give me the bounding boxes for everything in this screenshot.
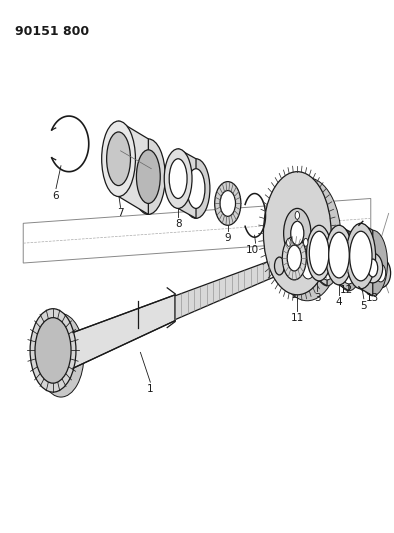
- Ellipse shape: [371, 258, 390, 288]
- Text: 9: 9: [225, 233, 231, 243]
- Ellipse shape: [368, 259, 378, 277]
- Ellipse shape: [314, 230, 340, 286]
- Ellipse shape: [349, 231, 372, 281]
- Ellipse shape: [291, 221, 304, 245]
- Ellipse shape: [287, 245, 301, 271]
- Ellipse shape: [264, 172, 331, 295]
- Ellipse shape: [335, 238, 359, 274]
- Text: 8: 8: [175, 219, 182, 229]
- Ellipse shape: [273, 177, 341, 301]
- Text: 4: 4: [336, 297, 342, 307]
- Ellipse shape: [132, 139, 165, 214]
- Text: 7: 7: [117, 208, 124, 219]
- Ellipse shape: [296, 244, 320, 288]
- Ellipse shape: [287, 238, 291, 246]
- Text: 1: 1: [147, 384, 154, 394]
- Text: 5: 5: [361, 301, 367, 311]
- Ellipse shape: [107, 132, 130, 185]
- Ellipse shape: [284, 208, 311, 258]
- Ellipse shape: [102, 121, 136, 197]
- Ellipse shape: [164, 149, 192, 208]
- Ellipse shape: [358, 230, 387, 296]
- Text: 10: 10: [246, 245, 259, 255]
- Ellipse shape: [220, 190, 236, 216]
- Ellipse shape: [295, 212, 299, 220]
- Ellipse shape: [35, 318, 71, 383]
- Ellipse shape: [215, 182, 241, 225]
- Ellipse shape: [340, 245, 354, 267]
- Ellipse shape: [376, 264, 386, 282]
- Ellipse shape: [325, 225, 352, 285]
- Polygon shape: [119, 121, 149, 214]
- Ellipse shape: [169, 159, 187, 198]
- Ellipse shape: [317, 236, 337, 280]
- Ellipse shape: [363, 253, 383, 283]
- Ellipse shape: [38, 313, 84, 397]
- Ellipse shape: [303, 238, 308, 246]
- Polygon shape: [373, 253, 381, 288]
- Ellipse shape: [275, 257, 284, 275]
- Polygon shape: [294, 236, 308, 288]
- Text: 3: 3: [314, 293, 320, 303]
- Text: 12: 12: [340, 285, 353, 295]
- Text: 11: 11: [291, 313, 304, 322]
- Ellipse shape: [301, 253, 315, 279]
- Ellipse shape: [339, 238, 359, 284]
- Text: 13: 13: [366, 293, 379, 303]
- Ellipse shape: [187, 168, 205, 208]
- Text: 90151 800: 90151 800: [15, 25, 89, 38]
- Polygon shape: [361, 223, 373, 296]
- Ellipse shape: [346, 223, 375, 289]
- Ellipse shape: [136, 150, 160, 204]
- Ellipse shape: [329, 232, 349, 278]
- Ellipse shape: [307, 225, 332, 281]
- Ellipse shape: [336, 231, 362, 291]
- Ellipse shape: [309, 231, 329, 275]
- Ellipse shape: [30, 309, 76, 392]
- Polygon shape: [73, 295, 175, 368]
- Ellipse shape: [282, 236, 306, 280]
- Ellipse shape: [182, 159, 210, 219]
- Text: 2: 2: [291, 290, 297, 300]
- Polygon shape: [175, 261, 269, 320]
- Text: 6: 6: [53, 190, 59, 200]
- Polygon shape: [178, 149, 196, 219]
- Polygon shape: [319, 225, 327, 286]
- Polygon shape: [339, 225, 349, 291]
